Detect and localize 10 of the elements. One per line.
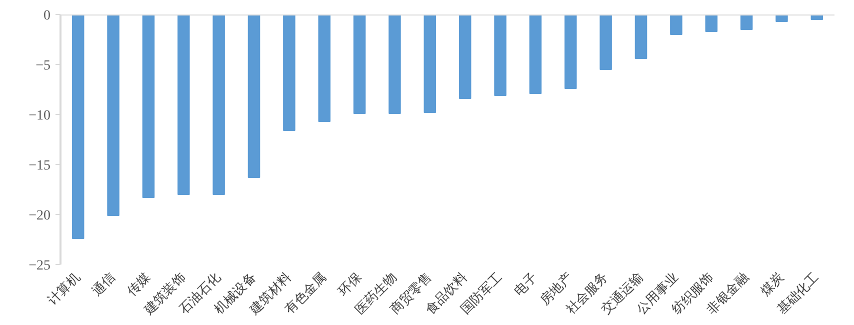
x-tick-label: 电子 [512, 270, 541, 300]
x-tick-label: 通信 [90, 270, 119, 300]
y-tick-label: −15 [28, 158, 51, 174]
y-tick-label: −10 [28, 108, 51, 124]
y-tick-label: −20 [28, 208, 51, 224]
y-tick-label: −5 [36, 58, 51, 74]
x-tick-label: 传媒 [124, 270, 154, 300]
y-tick-label: 0 [44, 8, 50, 24]
x-tick-label: 煤炭 [758, 270, 788, 300]
x-tick-label: 环保 [336, 270, 365, 300]
